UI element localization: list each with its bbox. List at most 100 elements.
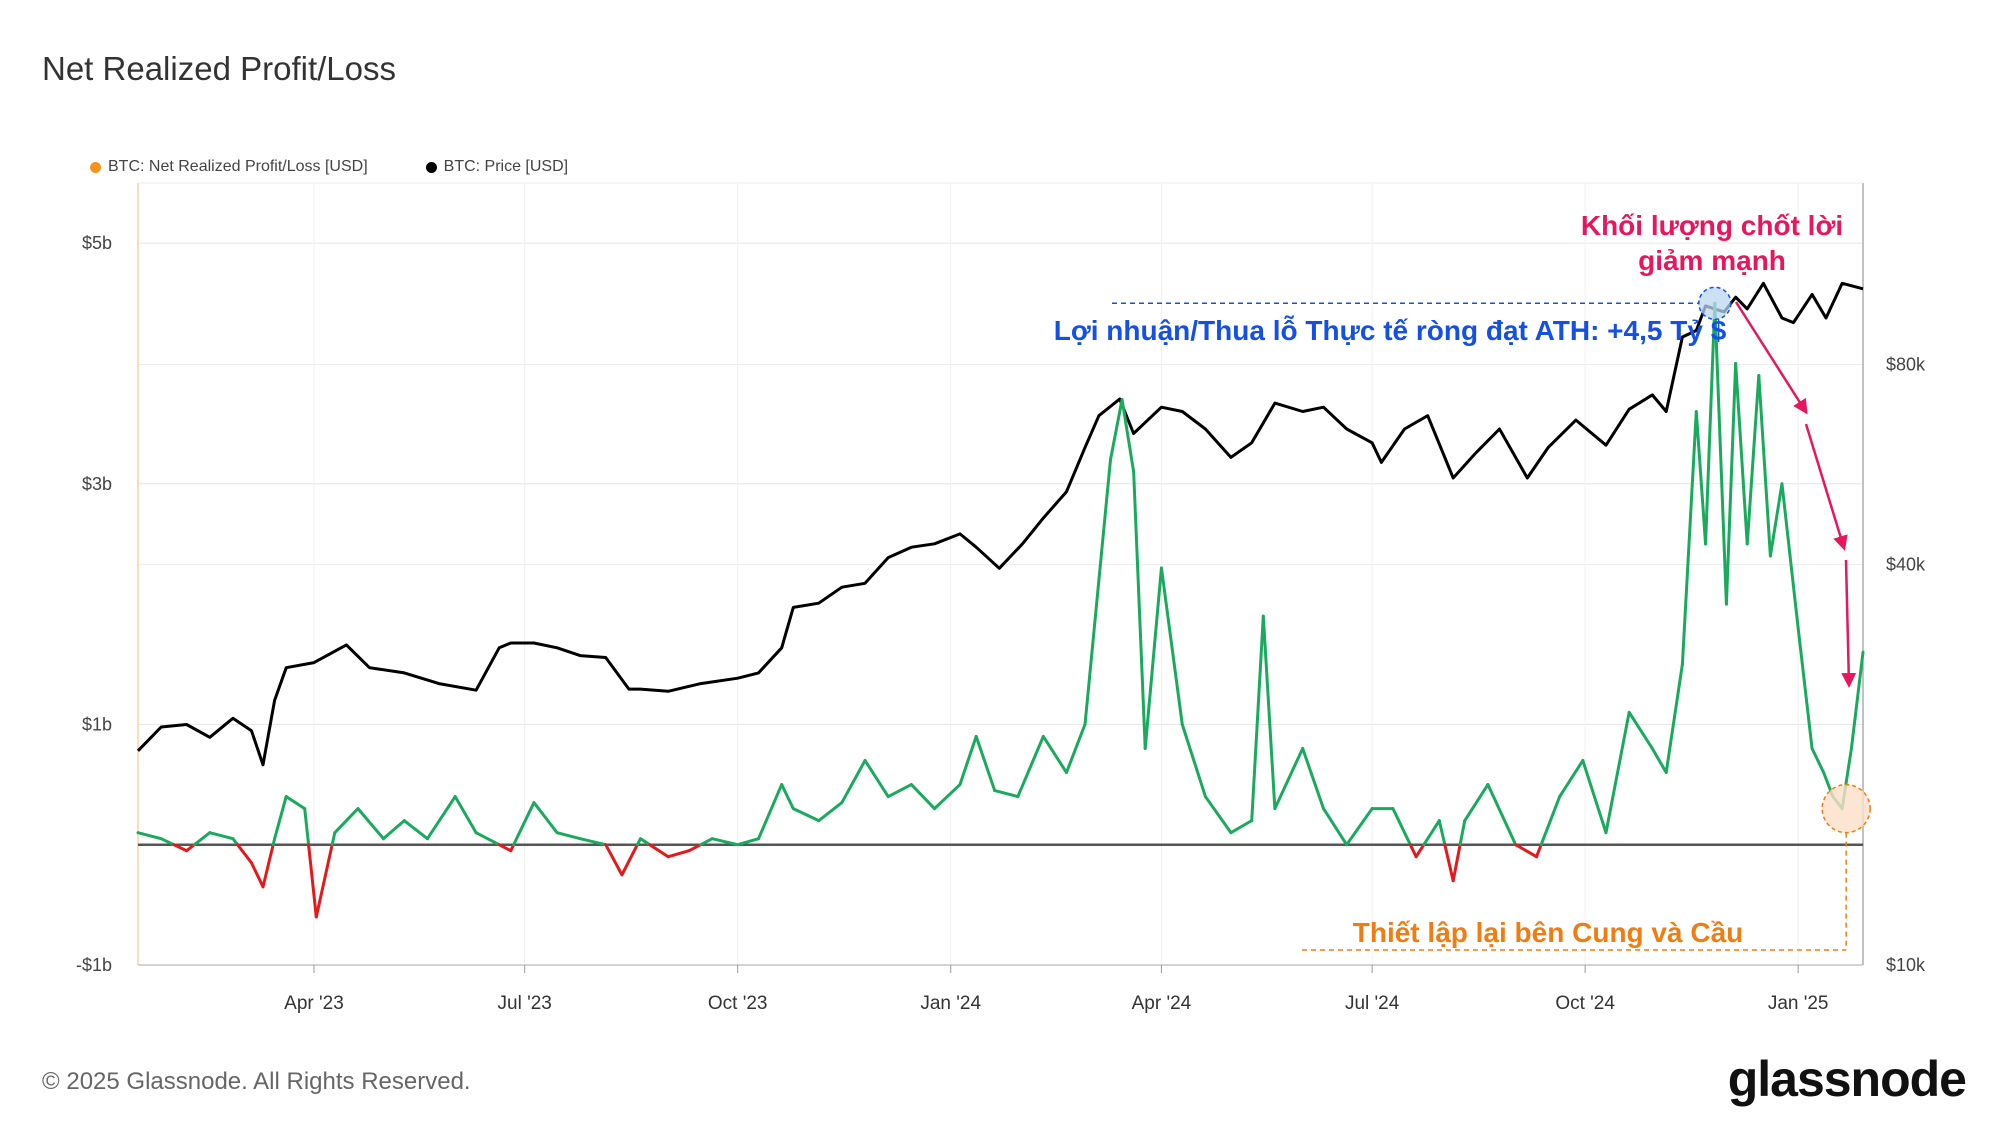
profit-loss-segment [648, 843, 670, 859]
profit-loss-segment [780, 783, 795, 811]
profit-loss-segment [261, 843, 275, 889]
x-tick-label: Apr '23 [284, 993, 344, 1014]
profit-loss-segment [1664, 662, 1684, 775]
profit-loss-segment [909, 783, 937, 811]
profit-loss-segment [1514, 843, 1539, 859]
legend-label-price: BTC: Price [USD] [443, 158, 569, 175]
profit-loss-segment [863, 758, 890, 799]
profit-loss-segment [620, 843, 639, 877]
profit-loss-segment [886, 783, 913, 799]
profit-loss-segment [1391, 807, 1412, 847]
profit-loss-segment [974, 734, 997, 793]
profit-loss-segment [1016, 734, 1045, 799]
profit-loss-segment [1345, 807, 1374, 847]
profit-loss-segment [1041, 734, 1068, 775]
profit-loss-segment [1535, 843, 1543, 859]
profit-loss-segment [1724, 361, 1738, 606]
profit-loss-segment [1437, 819, 1447, 847]
legend-item-price[interactable]: BTC: Price [USD] [425, 158, 569, 176]
y-left-tick-label: -$1b [76, 955, 112, 975]
reset-annotation: Thiết lập lại bên Cung và Cầu [1353, 917, 1744, 948]
profit-loss-segment [402, 819, 429, 841]
profit-loss-segment [159, 837, 176, 847]
x-tick-label: Jan '24 [920, 993, 981, 1014]
profit-loss-segment [1108, 398, 1124, 462]
profit-loss-segment [512, 801, 536, 847]
profit-loss-segment [1539, 795, 1562, 847]
profit-loss-segment [1250, 614, 1265, 823]
y-axis-right: $80k $40k $10k [1886, 355, 1926, 975]
profit-loss-segment [236, 843, 253, 865]
profit-loss-segment [736, 837, 761, 847]
profit-loss-segment [1768, 482, 1784, 558]
profit-loss-segment [330, 831, 337, 847]
y-right-tick-label: $40k [1886, 555, 1926, 575]
profit-loss-segment [1064, 722, 1087, 775]
reset-highlight-circle [1821, 783, 1871, 834]
profit-loss-segment [208, 831, 235, 841]
y-left-tick-label: $3b [82, 474, 112, 494]
profit-loss-segment [604, 843, 624, 877]
profit-loss-segment [1097, 458, 1112, 582]
profit-loss-segment [1273, 746, 1305, 811]
profit-loss-segment [1120, 398, 1136, 474]
glassnode-logo: glassnode [1727, 1051, 1967, 1107]
profit-loss-segment [666, 849, 691, 859]
profit-loss-segment [1780, 482, 1800, 630]
axes [137, 182, 1864, 966]
profit-loss-segment [1083, 578, 1101, 726]
profit-loss-segment [1229, 819, 1254, 835]
x-tick-label: Oct '24 [1555, 993, 1615, 1014]
profit-loss-segment [1604, 710, 1631, 835]
profit-loss-segment [1734, 361, 1749, 546]
y-axis-left: $5b $3b $1b -$1b [76, 233, 112, 975]
profit-loss-segment [1796, 626, 1814, 750]
legend-label-profit-loss: BTC: Net Realized Profit/Loss [USD] [108, 158, 368, 175]
profit-loss-segment [578, 837, 608, 847]
price-line [136, 281, 1864, 767]
profit-loss-segment [1627, 710, 1654, 750]
ath-annotation: Lợi nhuận/Thua lỗ Thực tế ròng đạt ATH: … [1054, 315, 1727, 346]
x-tick-label: Jul '23 [498, 993, 552, 1014]
legend-dot-black-icon [425, 161, 437, 173]
x-tick-label: Jul '24 [1345, 993, 1400, 1014]
drop-annotation-line1: Khối lượng chốt lời [1581, 210, 1843, 241]
annotations-layer: Lợi nhuận/Thua lỗ Thực tế ròng đạt ATH: … [1054, 210, 1871, 951]
profit-loss-segment [1458, 819, 1467, 847]
profit-loss-segment [1132, 470, 1147, 750]
drop-annotation-line2: giảm mạnh [1638, 245, 1786, 276]
drop-arrow-1 [1804, 423, 1848, 551]
profit-loss-segment [1558, 758, 1585, 799]
legend: BTC: Net Realized Profit/Loss [USD] BTC:… [90, 158, 568, 176]
drop-arrow-0 [1734, 301, 1808, 415]
profit-loss-segment [249, 861, 265, 889]
profit-loss-segment [933, 783, 962, 811]
profit-loss-segment [1849, 650, 1865, 750]
profit-loss-segment [172, 843, 189, 853]
copyright: © 2025 Glassnode. All Rights Reserved. [42, 1068, 471, 1095]
profit-loss-segment [840, 758, 867, 805]
profit-loss-segment [1581, 758, 1608, 835]
profit-loss-segment [273, 795, 288, 841]
profit-loss-segment [1451, 843, 1462, 883]
y-left-tick-label: $5b [82, 233, 112, 253]
profit-loss-segment [474, 831, 501, 847]
profit-loss-segment [1810, 746, 1826, 775]
profit-loss-segment [333, 807, 360, 835]
profit-loss-segment [710, 837, 740, 847]
profit-loss-segment [1650, 746, 1668, 775]
profit-loss-segment [356, 807, 385, 841]
profit-loss-segment [993, 789, 1020, 799]
x-tick-label: Oct '23 [708, 993, 768, 1014]
profit-loss-segment [307, 843, 318, 919]
profit-loss-segment [1757, 373, 1772, 558]
profit-loss-segment [1322, 807, 1349, 847]
profit-loss-segment [1713, 301, 1728, 606]
profit-loss-segment [687, 843, 703, 853]
profit-loss-segment [303, 807, 311, 847]
profit-loss-segment [638, 837, 652, 847]
legend-item-profit-loss[interactable]: BTC: Net Realized Profit/Loss [USD] [90, 158, 368, 176]
profit-loss-segment [757, 783, 784, 841]
y-left-tick-label: $1b [82, 714, 112, 734]
